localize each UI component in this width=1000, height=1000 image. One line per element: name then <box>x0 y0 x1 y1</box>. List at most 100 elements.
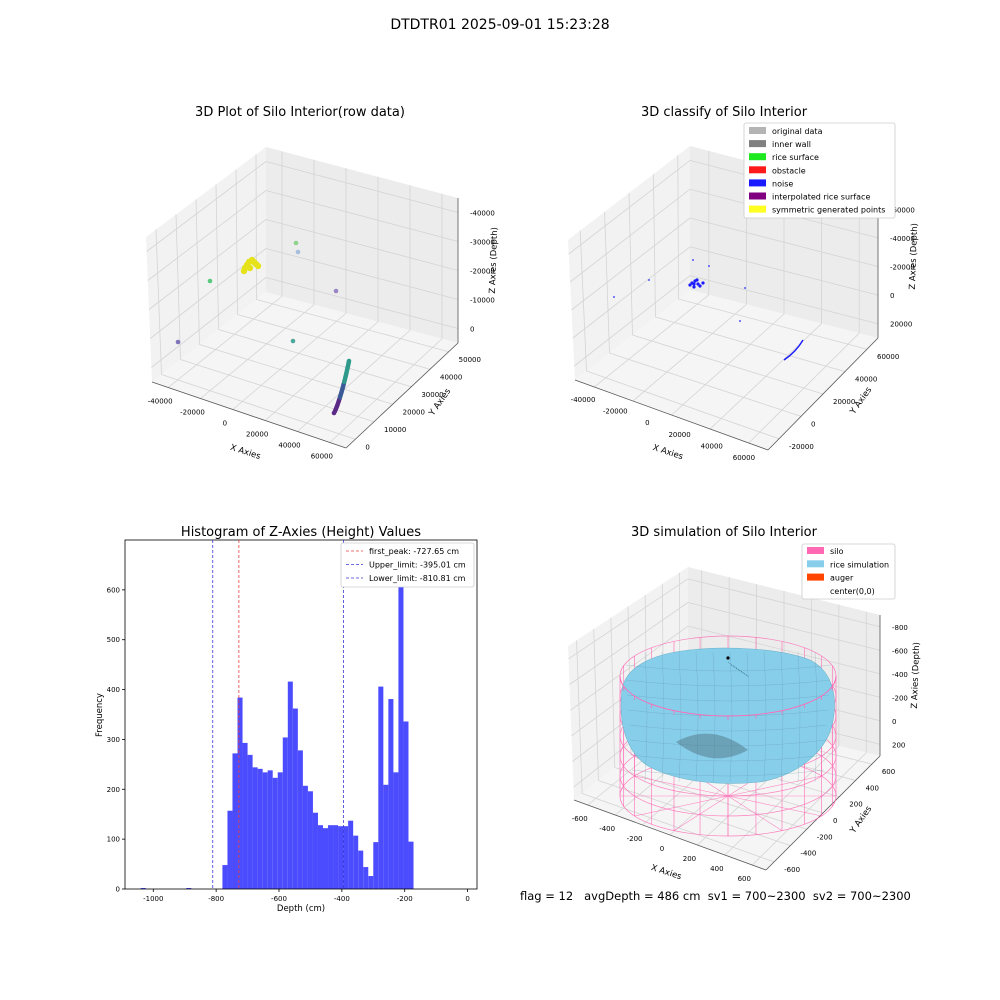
raw-grid-x <box>297 329 411 432</box>
legend-label: rice surface <box>772 153 819 162</box>
histogram-bar <box>403 721 409 889</box>
rice-mesh <box>629 739 827 747</box>
x-tick-label: -1000 <box>143 895 163 903</box>
data-point <box>241 264 249 272</box>
cls-xtick: -40000 <box>571 396 596 404</box>
cls-axis-x <box>574 379 769 451</box>
raw-grid-z <box>265 277 459 329</box>
cls-grid-z <box>689 275 879 325</box>
cls-xtick: 60000 <box>733 454 755 462</box>
legend-swatch <box>749 127 766 134</box>
y-tick-label: 200 <box>107 786 120 794</box>
sim-ytick: -400 <box>800 850 816 858</box>
histogram-bar <box>277 772 283 889</box>
raw-xtick: 60000 <box>311 453 333 461</box>
cls-ytick: 20000 <box>833 398 855 406</box>
noise-point <box>708 265 710 267</box>
legend-label: auger <box>830 574 854 583</box>
rice-depression <box>676 733 748 759</box>
legend-label: obstacle <box>772 166 806 175</box>
rice-mesh <box>780 651 784 783</box>
data-point <box>207 278 213 284</box>
histogram-bar <box>353 835 359 889</box>
sim-ytick: 0 <box>833 817 837 825</box>
cls-xtick: 20000 <box>668 431 690 439</box>
sim-grid-y <box>576 640 583 794</box>
cls-xlabel: X Axies <box>651 443 684 462</box>
raw-xtick: 0 <box>223 420 227 428</box>
rice-mesh <box>763 651 767 783</box>
raw-xtick: -20000 <box>180 409 205 417</box>
histogram-bar <box>247 754 253 889</box>
sim-ztick: -200 <box>892 694 908 702</box>
raw-grid-z <box>265 248 459 300</box>
histogram-bar <box>398 559 404 889</box>
silo-floor-spoke <box>727 795 822 817</box>
silo-floor-spoke <box>634 795 729 817</box>
sim-grid-z <box>569 602 689 685</box>
rice-mesh <box>746 651 750 783</box>
rice-mesh <box>625 679 831 687</box>
legend-label: first_peak: -727.65 cm <box>369 547 459 556</box>
legend-swatch <box>807 560 824 568</box>
sim-xtick: 200 <box>683 855 696 863</box>
noise-point <box>692 285 696 289</box>
sim-ylabel: Y Axies <box>848 804 875 836</box>
cls-axis-y <box>767 337 879 451</box>
chart-raw-scatter: 3D Plot of Silo Interior(row data) -40000… <box>146 105 500 462</box>
legend-swatch <box>749 140 766 148</box>
raw-grid-y <box>237 314 431 370</box>
histogram-bar <box>227 810 233 889</box>
legend: silo rice simulation auger center(0,0) <box>801 543 896 600</box>
cls-pane-floor <box>575 290 878 450</box>
histogram-bar <box>272 777 278 889</box>
legend-label: rice simulation <box>830 560 889 569</box>
y-tick-label: 600 <box>107 586 120 594</box>
chart-title: 3D simulation of Silo Interior <box>631 525 818 540</box>
raw-grid-z <box>151 277 267 368</box>
raw-ytick: 40000 <box>440 373 462 381</box>
silo-floor-spoke <box>727 795 783 831</box>
sim-ytick: -600 <box>784 866 800 874</box>
rice-mesh <box>626 694 830 702</box>
cls-grid-y <box>632 334 824 395</box>
raw-grid-y <box>256 299 449 353</box>
raw-ztick: -40000 <box>470 210 495 218</box>
cls-grid-z <box>572 246 691 339</box>
histogram-bar <box>140 888 146 889</box>
y-tick-label: 0 <box>116 886 120 894</box>
center-marker <box>726 656 730 660</box>
noise-arc <box>783 339 804 361</box>
legend-swatch <box>807 573 824 581</box>
sim-xtick: 400 <box>710 865 723 873</box>
cls-ztick: -40000 <box>890 235 915 243</box>
raw-grid-z <box>265 219 459 271</box>
legend-label: Lower_limit: -810.81 cm <box>369 574 466 583</box>
data-point <box>246 264 254 272</box>
raw-xlabel: X Axies <box>229 443 262 462</box>
rice-mesh <box>631 769 825 777</box>
chart-silo-simulation: 3D simulation of Silo Interior-600-400-2… <box>568 525 922 883</box>
rice-mesh <box>661 651 665 783</box>
legend-label: inner wall <box>772 140 811 149</box>
legend-label: symmetric generated points <box>772 206 885 215</box>
histogram-bar <box>312 812 318 889</box>
chart-classify: 3D classify of Silo Interior -40000 -20000… <box>568 105 920 462</box>
sim-xtick: -200 <box>627 835 643 843</box>
sim-grid-z <box>687 625 881 675</box>
raw-ztick: -10000 <box>470 297 495 305</box>
cls-grid-z <box>571 217 691 311</box>
sim-ztick: -600 <box>892 647 908 655</box>
data-point <box>290 338 296 344</box>
legend-swatch <box>749 205 766 213</box>
auger-track <box>727 661 750 678</box>
silo-floor-spoke <box>634 775 729 797</box>
sim-axis-x <box>573 799 767 871</box>
sim-ztick: 200 <box>892 741 905 749</box>
cls-grid-z <box>569 188 691 283</box>
chart-title: Histogram of Z-Axies (Height) Values <box>181 525 421 540</box>
noise-point <box>744 287 746 289</box>
legend-label: silo <box>830 547 844 556</box>
histogram-bar <box>267 770 273 889</box>
